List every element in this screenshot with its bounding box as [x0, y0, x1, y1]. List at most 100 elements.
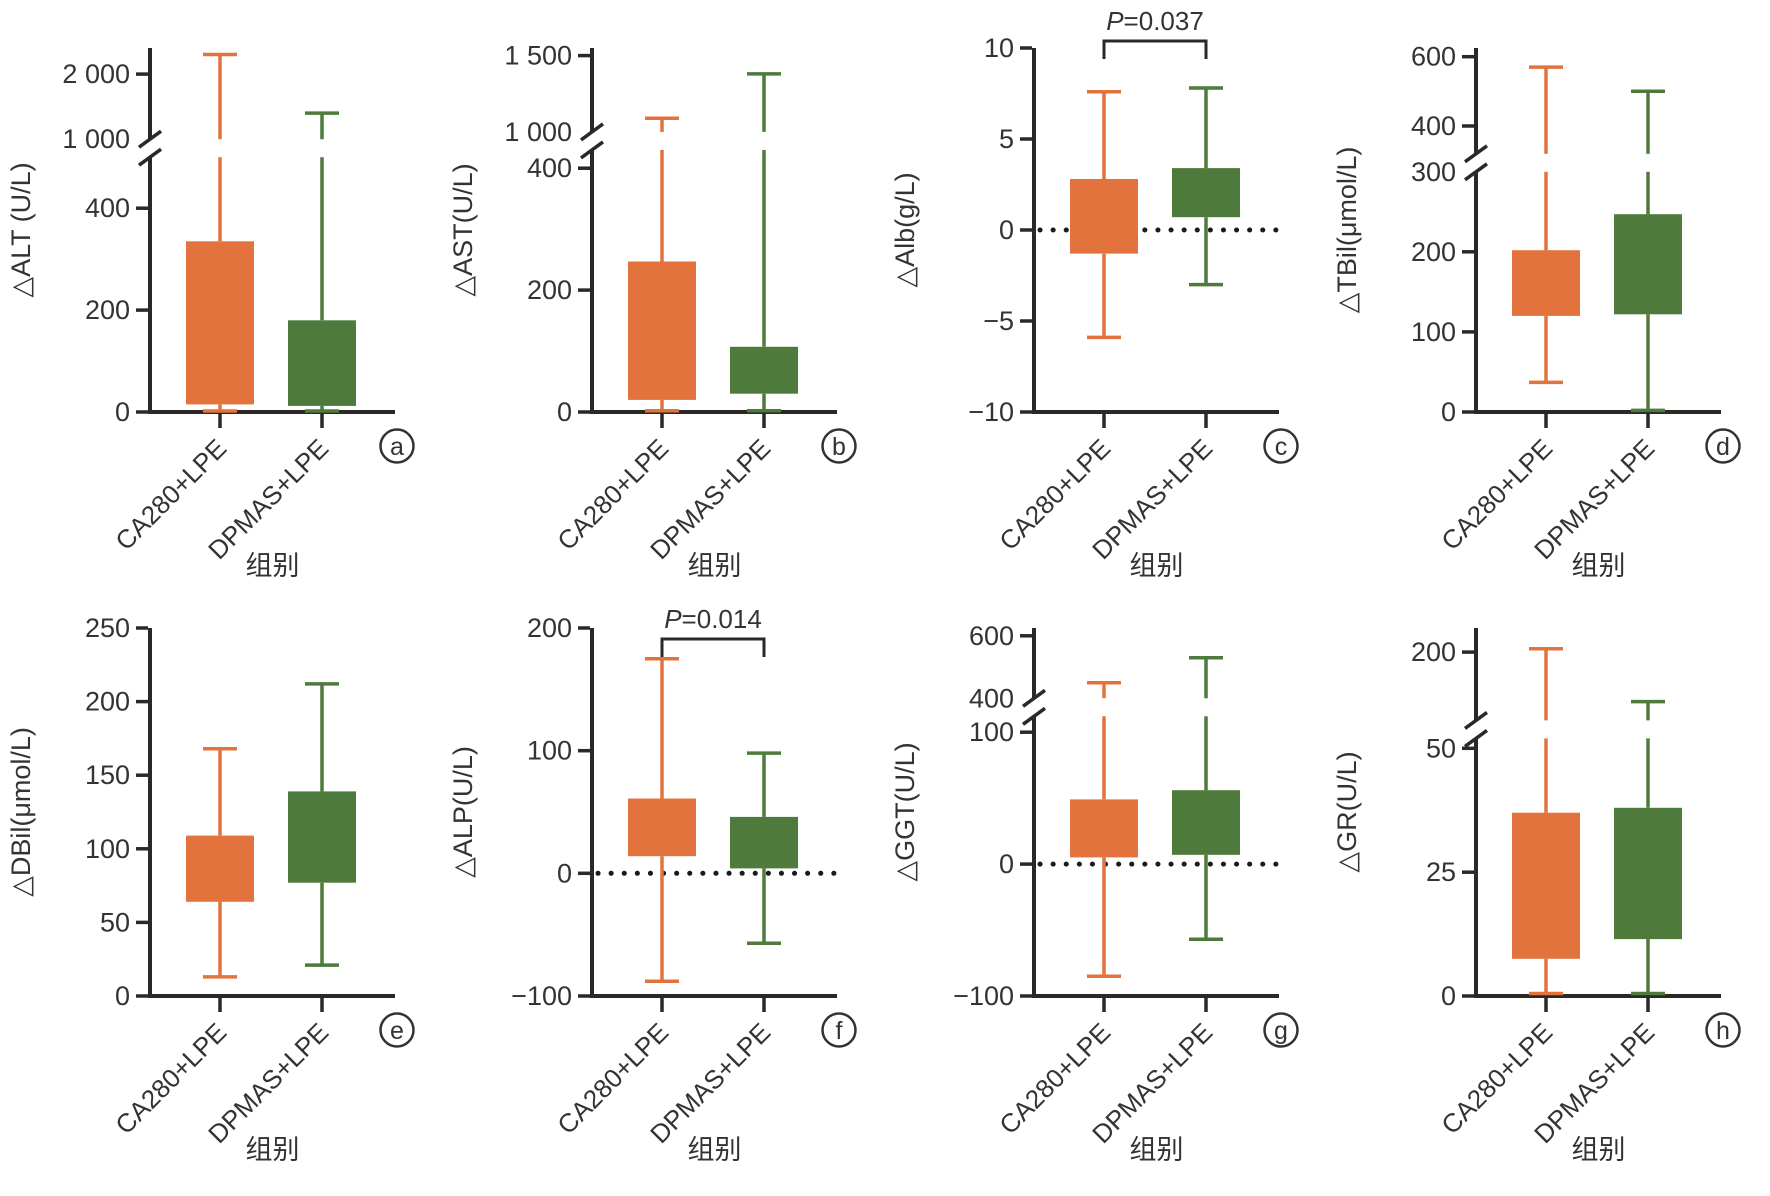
box-iqr [730, 346, 798, 394]
axis-break-gap [576, 131, 837, 150]
y-tick-label: 300 [1411, 157, 1456, 187]
y-axis-title: △DBil(μmol/L) [6, 727, 36, 897]
boxplot-dpmas-lpe [1614, 89, 1682, 413]
box-iqr [288, 791, 356, 883]
axis-break-gap [1460, 153, 1721, 172]
axis-break-gap [1018, 698, 1279, 717]
boxplot-dpmas-lpe [288, 111, 356, 413]
y-tick-label: 0 [557, 858, 572, 888]
box-iqr [1070, 799, 1138, 858]
y-tick-label: 150 [85, 760, 130, 790]
box-iqr [186, 241, 254, 405]
panel-e-chart: 050100150200250CA280+LPEDPMAS+LPE组别△DBil… [6, 613, 415, 1165]
axis-break-slash [1463, 144, 1489, 164]
box-iqr [1512, 812, 1580, 959]
y-tick-label: 600 [1411, 42, 1456, 72]
x-axis-title: 组别 [1572, 551, 1626, 581]
y-tick-label: 1 500 [504, 41, 572, 71]
panel-letter-badge: c [1263, 428, 1299, 464]
panel-f: −100 0 100 200 CA280+LPE DPMAS+LPE 组别 △ALP(U/L)… [442, 598, 884, 1196]
y-tick-label: 100 [969, 717, 1014, 747]
axis-break-slash [1021, 706, 1047, 726]
y-tick-label: 0 [115, 397, 130, 427]
panel-letter-badge: d [1705, 428, 1741, 464]
box-iqr [1512, 250, 1580, 316]
panel-letter-circle [821, 1012, 857, 1048]
x-axis-title: 组别 [1572, 1135, 1626, 1165]
boxplot-ca280-lpe [1070, 680, 1138, 978]
x-axis-title: 组别 [1130, 1135, 1184, 1165]
y-tick-label: 200 [1411, 637, 1456, 667]
axis-break-slash [1463, 162, 1489, 182]
boxplot-dpmas-lpe [288, 682, 356, 967]
y-tick-label: 400 [85, 193, 130, 223]
axis-break-slash [1463, 710, 1489, 730]
panel-letter: d [1716, 433, 1730, 461]
panel-letter: b [832, 433, 846, 461]
y-axis-title: △AST(U/L) [448, 163, 478, 296]
panel-e: 0 50 100 150 200 250 CA280+LPE DPMAS+LPE 组别 △DBil… [0, 598, 442, 1196]
y-tick-label: 200 [1411, 237, 1456, 267]
panel-letter-badge: f [821, 1012, 857, 1048]
y-tick-label: 5 [999, 124, 1014, 154]
y-tick-label: −10 [968, 397, 1014, 427]
x-axis-title: 组别 [1130, 551, 1184, 581]
axis-break-slash [1021, 688, 1047, 708]
box-iqr [1172, 168, 1240, 218]
panel-b: 0 200 400 1 000 1 500 CA280+LPE DPMAS+LPE 组别 △AS… [442, 0, 884, 598]
panel-letter-badge: h [1705, 1012, 1741, 1048]
x-axis-title: 组别 [688, 551, 742, 581]
panel-letter: a [390, 433, 404, 461]
box-iqr [1614, 214, 1682, 315]
y-axis-title: △GR(U/L) [1332, 751, 1362, 872]
axis-break-slash [579, 140, 605, 160]
y-tick-label: 0 [999, 849, 1014, 879]
y-tick-label: 200 [85, 295, 130, 325]
axis-break-gap [1460, 720, 1721, 739]
y-tick-label: 2 000 [62, 59, 130, 89]
boxplot-ca280-lpe [628, 116, 696, 413]
y-tick-label: 25 [1426, 857, 1456, 887]
boxplot-dpmas-lpe [1614, 699, 1682, 996]
x-axis-title: 组别 [246, 551, 300, 581]
y-tick-label: 400 [969, 683, 1014, 713]
box-iqr [1614, 807, 1682, 940]
panel-letter: h [1716, 1017, 1730, 1045]
y-tick-label: 1 000 [62, 124, 130, 154]
boxplot-ca280-lpe [186, 52, 254, 413]
panel-letter-badge: b [821, 428, 857, 464]
boxplot-ca280-lpe [1512, 646, 1580, 996]
box-iqr [1172, 790, 1240, 855]
panel-letter-circle [1705, 1012, 1741, 1048]
panel-letter-badge: g [1263, 1012, 1299, 1048]
y-axis-title: △ALP(U/L) [448, 746, 478, 878]
panel-letter-badge: e [379, 1012, 415, 1048]
y-tick-label: 100 [1411, 317, 1456, 347]
axis-break-gap [134, 139, 395, 158]
box-iqr [1070, 179, 1138, 254]
panel-d: 0 100 200 300 400 600 CA280+LPE DPMAS+LPE 组别 △TBi… [1326, 0, 1768, 598]
panel-letter-badge: a [379, 428, 415, 464]
y-tick-label: 0 [999, 215, 1014, 245]
box-iqr [730, 816, 798, 869]
boxplot-dpmas-lpe [730, 72, 798, 413]
boxplot-ca280-lpe [1070, 89, 1138, 340]
y-tick-label: 400 [527, 153, 572, 183]
axis-break-slash [137, 147, 163, 167]
y-axis-title: △ALT (U/L) [6, 162, 36, 297]
panel-letter: c [1275, 433, 1288, 461]
panel-letter-circle [1263, 1012, 1299, 1048]
y-axis-title: △TBil(μmol/L) [1332, 147, 1362, 314]
panel-letter-circle [1705, 428, 1741, 464]
panel-letter: f [836, 1017, 843, 1045]
y-tick-label: 50 [1426, 733, 1456, 763]
panel-g-chart: −1000100400600CA280+LPEDPMAS+LPE组别△GGT(U… [890, 621, 1299, 1165]
y-tick-label: 400 [1411, 111, 1456, 141]
p-value-bracket [1102, 39, 1208, 59]
y-tick-label: −100 [511, 981, 572, 1011]
p-value-bracket [660, 637, 766, 657]
axis-break-slash [579, 122, 605, 142]
y-tick-label: 0 [557, 397, 572, 427]
